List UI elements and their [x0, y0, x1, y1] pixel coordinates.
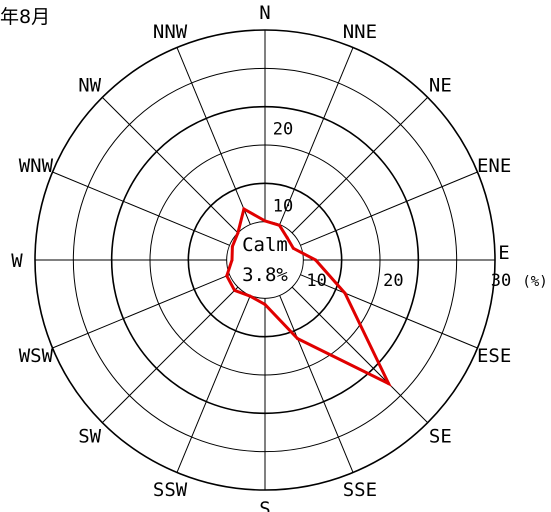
spoke-nw	[102, 97, 239, 234]
spoke-ne	[291, 97, 428, 234]
point-s	[263, 302, 267, 306]
tick-label-east-20: 20	[383, 271, 403, 291]
direction-labels: N NNE NE ENE E ESE SE SSE S SSW SW WSW W WNW NW NNW	[11, 2, 511, 512]
direction-label-ne: NE	[429, 75, 452, 97]
spoke-sw	[102, 286, 239, 423]
point-ene	[291, 246, 295, 250]
point-nnw	[242, 207, 246, 211]
point-ssw	[248, 294, 252, 298]
point-n	[263, 219, 267, 223]
point-se	[387, 382, 391, 386]
direction-spokes	[35, 30, 495, 490]
spoke-ene	[300, 171, 478, 246]
spoke-se	[291, 286, 428, 423]
direction-label-nw: NW	[78, 75, 101, 97]
direction-label-n: N	[259, 2, 270, 24]
direction-label-wnw: WNW	[19, 155, 54, 177]
direction-label-ene: ENE	[477, 155, 511, 177]
tick-label-north-10: 10	[273, 196, 293, 216]
spoke-ese	[300, 274, 478, 349]
chart-title: 年8月	[0, 6, 51, 28]
point-wsw	[225, 274, 229, 278]
spoke-wnw	[52, 171, 230, 246]
radial-unit-label: (%)	[522, 274, 547, 290]
point-w	[230, 258, 234, 262]
direction-label-se: SE	[429, 425, 452, 447]
direction-label-nne: NNE	[343, 21, 377, 43]
point-wnw	[230, 245, 234, 249]
spoke-wsw	[52, 274, 230, 349]
direction-label-sse: SSE	[343, 479, 377, 501]
point-e	[314, 258, 318, 262]
spoke-nnw	[176, 47, 251, 225]
direction-label-ese: ESE	[477, 345, 511, 367]
spoke-sse	[279, 295, 354, 473]
series-points	[225, 207, 391, 386]
point-sse	[296, 337, 300, 341]
calm-label: Calm	[242, 234, 288, 256]
direction-label-wsw: WSW	[19, 345, 54, 367]
direction-label-nnw: NNW	[153, 21, 188, 43]
direction-label-e: E	[498, 242, 509, 264]
spoke-ssw	[176, 295, 251, 473]
calm-value: 3.8%	[242, 264, 288, 286]
tick-label-east-10: 10	[306, 271, 326, 291]
direction-label-w: W	[11, 250, 23, 272]
point-sw	[233, 288, 237, 292]
point-ese	[343, 291, 347, 295]
point-ne	[285, 236, 289, 240]
direction-label-s: S	[259, 498, 270, 512]
direction-label-ssw: SSW	[153, 479, 188, 501]
tick-label-north-20: 20	[273, 120, 293, 140]
point-nw	[236, 231, 240, 235]
direction-label-sw: SW	[78, 425, 101, 447]
radial-tick-labels: 10 10 20 20 30 (%)	[273, 120, 548, 291]
tick-label-east-30: 30	[491, 271, 511, 291]
spoke-nne	[279, 47, 354, 225]
point-nne	[277, 223, 281, 227]
